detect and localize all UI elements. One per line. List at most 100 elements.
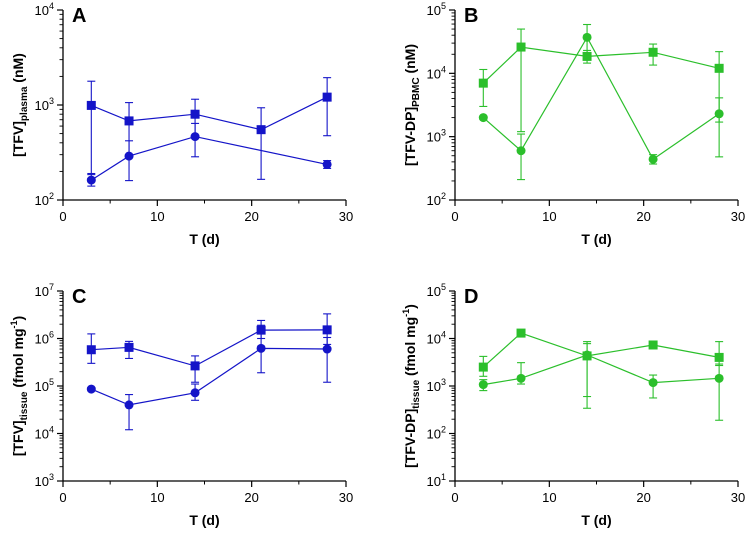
y-tick-exponent: 2 (441, 425, 446, 435)
y-tick-exponent: 3 (441, 377, 446, 387)
y-title-superscript: -1 (401, 309, 411, 317)
y-tick-base: 10 (427, 66, 441, 81)
data-point-circle (714, 109, 724, 119)
y-tick-label: 103 (35, 472, 54, 489)
data-point-circle (322, 159, 332, 169)
y-tick-label: 103 (427, 128, 446, 145)
y-tick-label: 104 (35, 1, 54, 18)
data-point-square (516, 328, 526, 338)
data-point-square (714, 63, 724, 73)
y-tick-base: 10 (35, 284, 49, 299)
x-tick-label: 0 (59, 490, 66, 505)
y-tick-exponent: 7 (49, 282, 54, 292)
data-point-circle (648, 154, 658, 164)
x-tick-label: 30 (731, 209, 745, 224)
y-tick-label: 102 (35, 191, 54, 208)
y-title-unit: (nM) (10, 53, 26, 86)
y-tick-label: 106 (35, 330, 54, 347)
x-tick-label: 0 (451, 209, 458, 224)
series-line-squares (482, 332, 720, 368)
series-circles (478, 341, 724, 421)
y-tick-label: 105 (427, 282, 446, 299)
y-title-subscript: tissue (411, 379, 422, 408)
x-tick-label: 30 (731, 490, 745, 505)
data-point-square (190, 361, 200, 371)
y-tick-base: 10 (35, 379, 49, 394)
y-title-subscript: plasma (19, 86, 30, 121)
y-tick-base: 10 (35, 474, 49, 489)
data-point-circle (322, 344, 332, 354)
series-circles (86, 122, 332, 187)
data-point-circle (124, 400, 134, 410)
data-point-circle (190, 388, 200, 398)
y-tick-label: 105 (35, 377, 54, 394)
y-tick-base: 10 (427, 474, 441, 489)
x-axis-title: T (d) (189, 512, 219, 528)
y-title-main: [TFV] (10, 121, 26, 157)
y-tick-base: 10 (35, 332, 49, 347)
y-tick-label: 103 (427, 377, 446, 394)
series-circles (478, 23, 724, 181)
series-line-circles (90, 135, 328, 181)
y-axis-title: [TFV]tissue (fmol mg-1) (9, 316, 30, 456)
y-tick-label: 107 (35, 282, 54, 299)
data-point-circle (714, 373, 724, 383)
x-tick-label: 30 (339, 209, 353, 224)
data-point-square (322, 92, 332, 102)
x-tick-label: 10 (542, 490, 556, 505)
data-point-square (648, 340, 658, 350)
x-tick-label: 20 (244, 490, 258, 505)
x-axis-title: T (d) (581, 231, 611, 247)
y-tick-base: 10 (427, 193, 441, 208)
y-title-subscript: PBMC (411, 77, 422, 106)
y-tick-exponent: 3 (441, 128, 446, 138)
y-tick-base: 10 (427, 379, 441, 394)
y-tick-base: 10 (35, 3, 49, 18)
y-tick-exponent: 5 (49, 377, 54, 387)
y-tick-exponent: 5 (441, 282, 446, 292)
y-tick-label: 104 (427, 330, 446, 347)
y-title-main: [TFV] (10, 420, 26, 456)
x-tick-label: 0 (451, 490, 458, 505)
y-tick-exponent: 2 (441, 191, 446, 201)
y-tick-base: 10 (427, 3, 441, 18)
data-point-circle (256, 343, 266, 353)
y-tick-exponent: 4 (49, 1, 54, 11)
y-tick-label: 102 (427, 191, 446, 208)
data-point-circle (478, 113, 488, 123)
x-tick-label: 0 (59, 209, 66, 224)
y-axis-title: [TFV-DP]tissue (fmol mg-1) (401, 304, 422, 468)
series-squares (86, 313, 332, 383)
data-point-square (86, 100, 96, 110)
data-point-circle (86, 384, 96, 394)
y-tick-exponent: 2 (49, 191, 54, 201)
data-point-circle (582, 32, 592, 42)
y-title-main: [TFV-DP] (402, 409, 418, 468)
y-axis-title: [TFV]plasma (nM) (10, 53, 30, 157)
data-point-circle (478, 380, 488, 390)
data-point-square (124, 116, 134, 126)
y-tick-label: 102 (427, 425, 446, 442)
data-point-square (86, 345, 96, 355)
x-axis-title: T (d) (581, 512, 611, 528)
y-tick-base: 10 (427, 427, 441, 442)
panel-letter: D (464, 286, 478, 308)
data-point-square (256, 125, 266, 135)
y-tick-base: 10 (35, 98, 49, 113)
y-title-unit: (fmol mg (402, 317, 418, 380)
data-point-square (322, 325, 332, 335)
panel-letter: A (72, 5, 86, 27)
y-title-subscript: tissue (19, 391, 30, 420)
data-point-circle (516, 146, 526, 156)
y-tick-exponent: 4 (441, 64, 446, 74)
y-tick-exponent: 6 (49, 330, 54, 340)
x-tick-label: 20 (244, 209, 258, 224)
x-tick-label: 20 (636, 209, 650, 224)
y-tick-label: 104 (427, 64, 446, 81)
x-tick-label: 20 (636, 490, 650, 505)
y-tick-label: 101 (427, 472, 446, 489)
data-point-circle (124, 151, 134, 161)
y-tick-base: 10 (35, 427, 49, 442)
